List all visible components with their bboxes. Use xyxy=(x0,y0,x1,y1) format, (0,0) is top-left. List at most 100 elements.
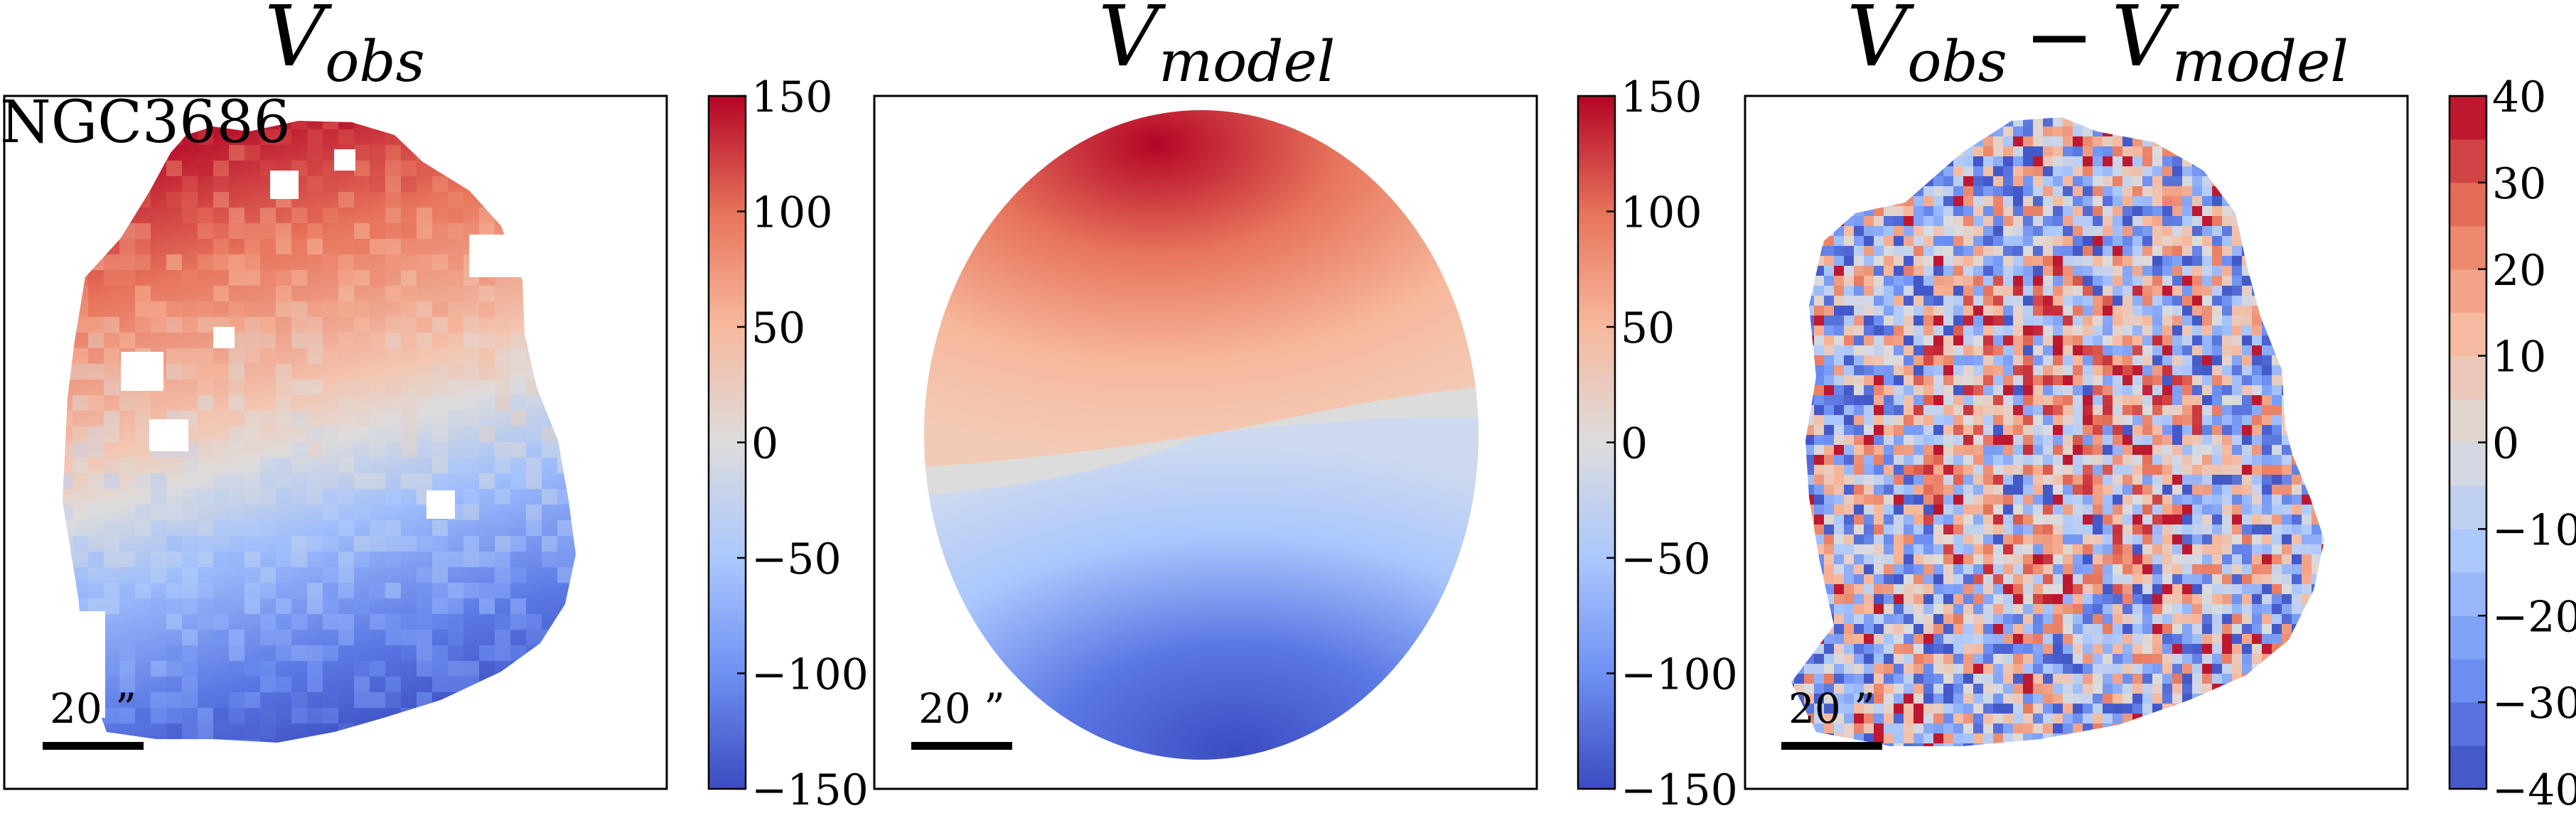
residual-pixel xyxy=(2182,524,2192,534)
residual-pixel xyxy=(2212,534,2222,544)
residual-pixel xyxy=(1844,604,1854,614)
colorbar-tick-label: 150 xyxy=(751,72,833,122)
residual-pixel xyxy=(1993,127,2003,136)
map-pixel xyxy=(542,442,557,458)
residual-pixel xyxy=(2043,286,2053,296)
residual-pixel xyxy=(1973,166,1983,176)
residual-pixel xyxy=(1844,574,1854,584)
residual-pixel xyxy=(2003,166,2013,176)
residual-pixel xyxy=(2292,375,2302,385)
residual-pixel xyxy=(1854,584,1864,594)
residual-pixel xyxy=(2242,624,2252,634)
map-pixel xyxy=(495,489,510,505)
residual-pixel xyxy=(2172,216,2182,226)
residual-pixel xyxy=(1804,166,1814,176)
map-pixel xyxy=(135,239,151,254)
residual-pixel xyxy=(1814,226,1824,236)
residual-pixel xyxy=(2003,365,2013,375)
scale-bar-label: 20 ” xyxy=(50,684,136,733)
residual-pixel xyxy=(2142,276,2152,286)
residual-pixel xyxy=(2083,316,2093,325)
residual-pixel xyxy=(1923,634,1933,644)
residual-pixel xyxy=(2172,166,2182,176)
residual-pixel xyxy=(2152,266,2162,276)
residual-pixel xyxy=(2053,475,2063,485)
map-pixel xyxy=(557,192,573,208)
residual-pixel xyxy=(1904,117,1914,127)
residual-pixel xyxy=(1973,604,1983,614)
residual-pixel xyxy=(1864,166,1874,176)
residual-pixel xyxy=(2302,186,2312,196)
residual-pixel xyxy=(1973,286,1983,296)
residual-pixel xyxy=(2093,475,2103,485)
residual-pixel xyxy=(1904,256,1914,266)
map-pixel xyxy=(260,567,276,583)
residual-pixel xyxy=(2132,733,2142,743)
residual-pixel xyxy=(2292,694,2302,704)
residual-pixel xyxy=(2113,316,2122,325)
residual-pixel xyxy=(1933,624,1943,634)
residual-pixel xyxy=(1923,664,1933,674)
residual-pixel xyxy=(2172,534,2182,544)
map-pixel xyxy=(151,473,166,489)
map-pixel xyxy=(88,161,104,176)
residual-pixel xyxy=(2212,385,2222,395)
residual-pixel xyxy=(2073,684,2083,694)
residual-pixel xyxy=(1844,684,1854,694)
residual-pixel xyxy=(2252,345,2262,355)
residual-pixel xyxy=(1993,614,2003,624)
map-pixel xyxy=(229,536,245,551)
residual-pixel xyxy=(1804,186,1814,196)
residual-pixel xyxy=(2282,664,2292,674)
residual-pixel xyxy=(1963,335,1973,345)
residual-pixel xyxy=(1791,654,1794,664)
residual-pixel xyxy=(2272,723,2282,733)
residual-pixel xyxy=(2302,614,2312,624)
residual-pixel xyxy=(1854,654,1864,664)
residual-pixel xyxy=(2172,455,2182,465)
residual-pixel xyxy=(1864,694,1874,704)
residual-pixel xyxy=(2162,624,2172,634)
residual-pixel xyxy=(1963,505,1973,515)
residual-pixel xyxy=(2222,604,2232,614)
residual-pixel xyxy=(1834,544,1844,554)
residual-pixel xyxy=(1854,316,1864,325)
residual-pixel xyxy=(1923,385,1933,395)
residual-pixel xyxy=(2152,475,2162,485)
residual-pixel xyxy=(2212,544,2222,554)
residual-pixel xyxy=(2093,574,2103,584)
residual-pixel xyxy=(2063,325,2073,335)
map-pixel xyxy=(213,176,229,192)
residual-pixel xyxy=(2312,365,2322,375)
residual-pixel xyxy=(2282,375,2292,385)
residual-pixel xyxy=(2152,743,2162,746)
residual-pixel xyxy=(1834,723,1844,733)
residual-pixel xyxy=(1834,345,1844,355)
residual-pixel xyxy=(1854,226,1864,236)
residual-pixel xyxy=(1804,674,1814,684)
residual-pixel xyxy=(1814,435,1824,445)
residual-pixel xyxy=(2272,714,2282,723)
map-pixel xyxy=(401,473,417,489)
residual-pixel xyxy=(2083,345,2093,355)
residual-pixel xyxy=(1884,385,1894,395)
residual-pixel xyxy=(2162,654,2172,664)
residual-pixel xyxy=(2192,166,2202,176)
residual-pixel xyxy=(2103,634,2113,644)
residual-pixel xyxy=(2312,226,2322,236)
residual-pixel xyxy=(2063,554,2073,564)
residual-pixel xyxy=(1894,395,1904,405)
residual-pixel xyxy=(2262,624,2272,634)
residual-pixel xyxy=(2023,146,2033,156)
residual-pixel xyxy=(1914,296,1923,306)
residual-pixel xyxy=(1791,435,1794,445)
residual-pixel xyxy=(2192,733,2202,743)
map-pixel xyxy=(88,598,104,614)
residual-pixel xyxy=(2013,733,2023,743)
map-pixel xyxy=(260,223,276,239)
residual-pixel xyxy=(2122,306,2132,316)
residual-pixel xyxy=(1914,107,1923,117)
residual-pixel xyxy=(1804,594,1814,604)
residual-pixel xyxy=(1884,306,1894,316)
residual-pixel xyxy=(2033,604,2043,614)
